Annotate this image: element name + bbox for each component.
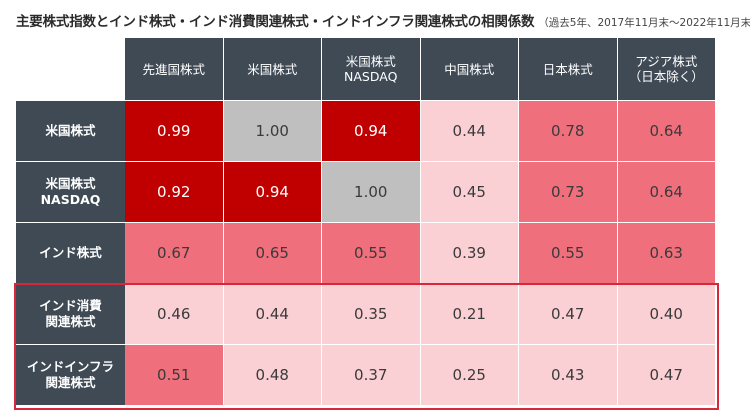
correlation-cell: 0.45 bbox=[420, 162, 519, 223]
correlation-cell: 0.73 bbox=[519, 162, 618, 223]
row-header-label: インド株式 bbox=[39, 245, 102, 260]
correlation-cell: 0.25 bbox=[420, 345, 519, 406]
correlation-cell: 0.55 bbox=[519, 223, 618, 284]
column-header: 中国株式 bbox=[420, 38, 519, 101]
row-header-label: 米国株式 bbox=[45, 123, 96, 138]
column-header: 日本株式 bbox=[519, 38, 618, 101]
correlation-cell: 0.78 bbox=[519, 101, 618, 162]
correlation-cell: 0.67 bbox=[125, 223, 224, 284]
row-header: インド株式 bbox=[16, 223, 125, 284]
row-header: 米国株式 NASDAQ bbox=[16, 162, 125, 223]
correlation-cell: 1.00 bbox=[223, 101, 322, 162]
row-header: 米国株式 bbox=[16, 101, 125, 162]
correlation-cell: 0.35 bbox=[322, 284, 421, 345]
column-header-label: 米国株式 NASDAQ bbox=[344, 54, 398, 84]
correlation-cell: 0.51 bbox=[125, 345, 224, 406]
column-header: アジア株式 （日本除く） bbox=[617, 38, 716, 101]
column-header-label: 日本株式 bbox=[542, 61, 593, 77]
row-header-label: インド消費 関連株式 bbox=[39, 298, 102, 329]
row-header: インド消費 関連株式 bbox=[16, 284, 125, 345]
correlation-cell: 0.64 bbox=[617, 101, 716, 162]
correlation-cell: 0.55 bbox=[322, 223, 421, 284]
correlation-cell: 0.47 bbox=[519, 284, 618, 345]
correlation-cell: 0.47 bbox=[617, 345, 716, 406]
column-header: 米国株式 NASDAQ bbox=[322, 38, 421, 101]
correlation-cell: 0.43 bbox=[519, 345, 618, 406]
correlation-cell: 0.63 bbox=[617, 223, 716, 284]
row-header: インドインフラ 関連株式 bbox=[16, 345, 125, 406]
correlation-cell: 0.21 bbox=[420, 284, 519, 345]
correlation-cell: 0.37 bbox=[322, 345, 421, 406]
column-header-label: 先進国株式 bbox=[142, 61, 205, 77]
correlation-cell: 0.64 bbox=[617, 162, 716, 223]
correlation-cell: 1.00 bbox=[322, 162, 421, 223]
row-header-label: 米国株式 NASDAQ bbox=[40, 176, 101, 207]
correlation-cell: 0.92 bbox=[125, 162, 224, 223]
correlation-cell: 0.39 bbox=[420, 223, 519, 284]
column-header: 米国株式 bbox=[223, 38, 322, 101]
row-header-label: インドインフラ 関連株式 bbox=[26, 359, 115, 390]
correlation-cell: 0.99 bbox=[125, 101, 224, 162]
correlation-cell: 0.40 bbox=[617, 284, 716, 345]
correlation-cell: 0.65 bbox=[223, 223, 322, 284]
correlation-cell: 0.94 bbox=[322, 101, 421, 162]
correlation-cell: 0.94 bbox=[223, 162, 322, 223]
chart-title-main: 主要株式指数とインド株式・インド消費関連株式・インドインフラ関連株式の相関係数 bbox=[16, 14, 535, 30]
correlation-cell: 0.44 bbox=[223, 284, 322, 345]
column-header-label: 中国株式 bbox=[444, 61, 495, 77]
chart-title-period: （過去5年、2017年11月末～2022年11月末） bbox=[538, 17, 750, 29]
column-header: 先進国株式 bbox=[125, 38, 224, 101]
column-header-label: アジア株式 （日本除く） bbox=[628, 54, 704, 84]
chart-title: 主要株式指数とインド株式・インド消費関連株式・インドインフラ関連株式の相関係数（… bbox=[16, 10, 750, 30]
correlation-cell: 0.46 bbox=[125, 284, 224, 345]
correlation-cell: 0.48 bbox=[223, 345, 322, 406]
correlation-cell: 0.44 bbox=[420, 101, 519, 162]
column-header-label: 米国株式 bbox=[247, 61, 298, 77]
